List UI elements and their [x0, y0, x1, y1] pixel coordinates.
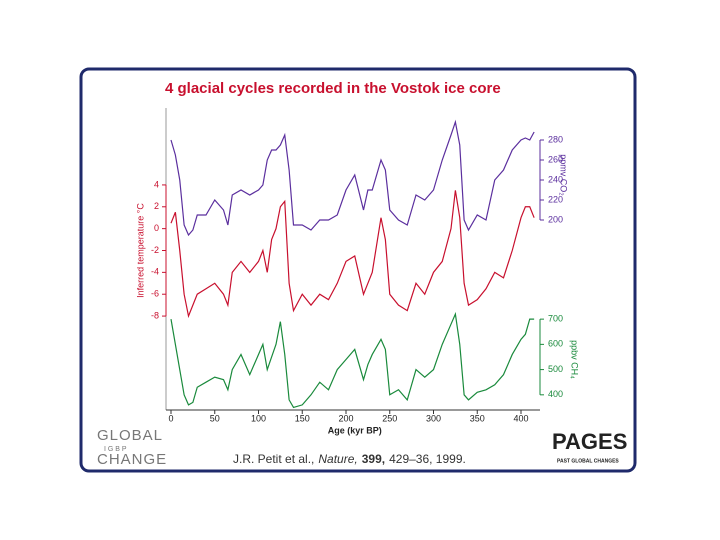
data-line	[170, 119, 535, 237]
x-tick-label: 300	[426, 413, 441, 423]
y-axis-label: ppmv CO₂	[559, 154, 569, 196]
x-tick-label: 250	[382, 413, 397, 423]
x-tick-label: 50	[210, 413, 220, 423]
y-axis-label: Inferred temperature °C	[135, 203, 145, 298]
y-tick-label: 200	[548, 214, 563, 224]
y-tick-label: -4	[151, 267, 159, 277]
logo-left-middle: I G B P	[104, 446, 127, 453]
data-line	[170, 311, 535, 409]
y-tick-label: 700	[548, 314, 563, 324]
logo-left-top: GLOBAL	[97, 427, 163, 444]
y-tick-label: -8	[151, 310, 159, 320]
x-tick-label: 350	[470, 413, 485, 423]
logo-right-name: PAGES	[552, 429, 627, 454]
y-tick-label: 4	[154, 179, 159, 189]
citation-volume: 399,	[361, 452, 386, 466]
x-tick-label: 400	[513, 413, 528, 423]
y-tick-label: 280	[548, 134, 563, 144]
y-tick-label: 600	[548, 339, 563, 349]
y-axis-label: ppbv CH₄	[570, 340, 580, 379]
y-tick-label: 0	[154, 223, 159, 233]
x-tick-label: 150	[295, 413, 310, 423]
x-tick-label: 100	[251, 413, 266, 423]
y-tick-label: 240	[548, 174, 563, 184]
y-tick-label: 2	[154, 201, 159, 211]
x-tick-label: 0	[168, 413, 173, 423]
x-axis-label: Age (kyr BP)	[328, 425, 382, 435]
y-tick-label: -2	[151, 245, 159, 255]
y-tick-label: -6	[151, 289, 159, 299]
citation-journal: Nature,	[318, 452, 358, 466]
x-tick-label: 200	[338, 413, 353, 423]
logo-right-subtitle: PAST GLOBAL CHANGES	[557, 458, 619, 464]
y-tick-label: 500	[548, 364, 563, 374]
y-tick-label: 260	[548, 154, 563, 164]
title: 4 glacial cycles recorded in the Vostok …	[165, 80, 501, 97]
citation: J.R. Petit et al., Nature, 399, 429–36, 199…	[233, 452, 470, 466]
citation-authors: J.R. Petit et al.,	[233, 452, 315, 466]
data-line	[170, 190, 535, 319]
y-tick-label: 400	[548, 389, 563, 399]
logo-left-bottom: CHANGE	[97, 451, 167, 468]
y-tick-label: 220	[548, 194, 563, 204]
citation-pages: 429–36, 1999.	[389, 452, 466, 466]
